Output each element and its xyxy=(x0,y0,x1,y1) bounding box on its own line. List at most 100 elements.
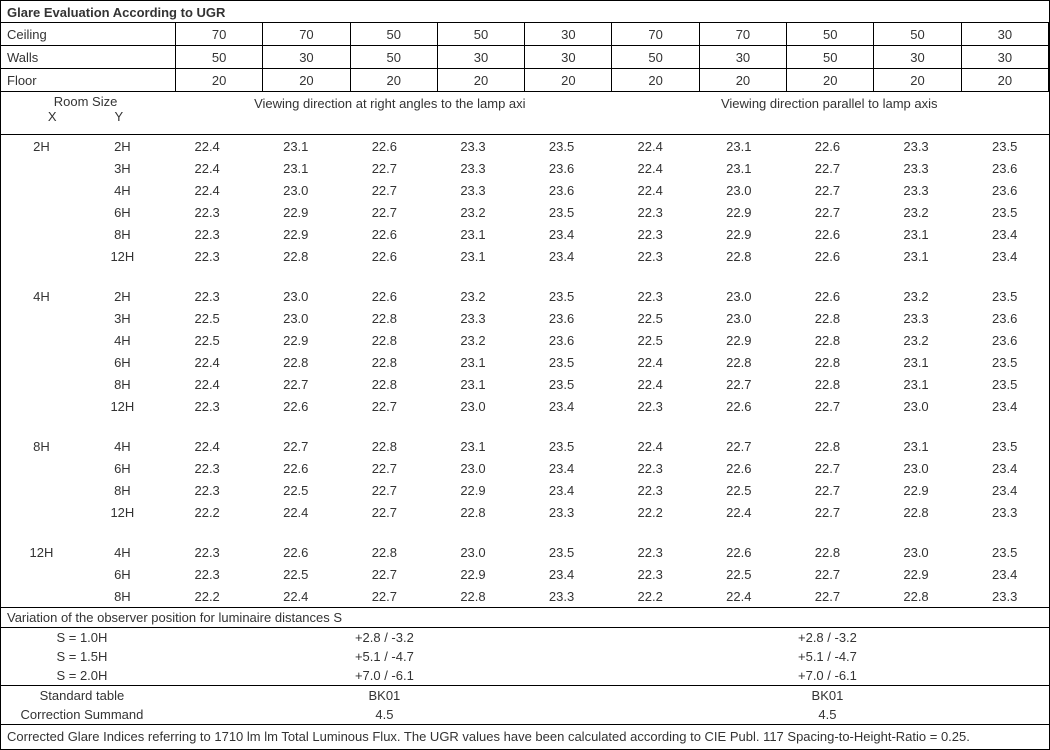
value-cell: 22.7 xyxy=(340,157,429,179)
value-cell: 23.5 xyxy=(517,373,606,395)
value-cell: 22.3 xyxy=(163,563,252,585)
variation-right: +7.0 / -6.1 xyxy=(606,666,1049,685)
value-cell: 22.4 xyxy=(251,585,340,607)
value-cell: 23.0 xyxy=(872,541,961,563)
value-cell: 23.3 xyxy=(960,585,1049,607)
value-cell: 23.1 xyxy=(429,351,518,373)
value-cell: 23.4 xyxy=(960,223,1049,245)
value-cell: 23.4 xyxy=(960,563,1049,585)
value-cell: 23.2 xyxy=(872,201,961,223)
table-row: 8H22.322.922.623.123.422.322.922.623.123… xyxy=(1,223,1049,245)
value-cell: 22.4 xyxy=(163,179,252,201)
value-cell: 22.4 xyxy=(695,585,784,607)
y-cell: 3H xyxy=(82,307,163,329)
value-cell: 23.3 xyxy=(872,307,961,329)
variation-left: +7.0 / -6.1 xyxy=(163,666,606,685)
x-cell xyxy=(1,457,82,479)
y-cell: 6H xyxy=(82,563,163,585)
y-cell: 6H xyxy=(82,351,163,373)
value-cell: 23.3 xyxy=(429,135,518,157)
variation-label: S = 1.5H xyxy=(1,647,163,666)
value-cell: 23.1 xyxy=(872,245,961,267)
value-cell: 22.6 xyxy=(340,245,429,267)
value-cell: 23.6 xyxy=(517,307,606,329)
value-cell: 22.3 xyxy=(163,201,252,223)
value-cell: 22.6 xyxy=(340,135,429,157)
table-row: 12H22.222.422.722.823.322.222.422.722.82… xyxy=(1,501,1049,523)
table-row: 12H22.322.822.623.123.422.322.822.623.12… xyxy=(1,245,1049,267)
value-cell: 22.7 xyxy=(340,457,429,479)
table-row: 8H4H22.422.722.823.123.522.422.722.823.1… xyxy=(1,435,1049,457)
value-cell: 23.6 xyxy=(960,329,1049,351)
value-cell: 23.4 xyxy=(517,395,606,417)
column-group-header: Room Size X Y Viewing direction at right… xyxy=(1,92,1049,135)
standard-label: Correction Summand xyxy=(1,705,163,724)
value-cell: 23.5 xyxy=(517,435,606,457)
value-cell: 22.6 xyxy=(251,541,340,563)
value-cell: 23.6 xyxy=(960,307,1049,329)
y-cell: 8H xyxy=(82,223,163,245)
value-cell: 22.2 xyxy=(163,501,252,523)
value-cell: 23.3 xyxy=(872,157,961,179)
y-cell: 8H xyxy=(82,373,163,395)
variation-title: Variation of the observer position for l… xyxy=(1,607,1049,628)
reflectance-value: 50 xyxy=(437,23,524,46)
value-cell: 22.4 xyxy=(251,501,340,523)
x-cell xyxy=(1,501,82,523)
value-cell: 22.3 xyxy=(606,395,695,417)
value-cell: 23.5 xyxy=(960,135,1049,157)
standard-left: BK01 xyxy=(163,686,606,706)
y-header: Y xyxy=(114,109,123,124)
reflectance-value: 70 xyxy=(699,23,786,46)
x-cell: 8H xyxy=(1,435,82,457)
variation-row: S = 1.0H+2.8 / -3.2+2.8 / -3.2 xyxy=(1,628,1049,647)
x-cell xyxy=(1,563,82,585)
value-cell: 23.5 xyxy=(960,541,1049,563)
table-row: 4H2H22.323.022.623.223.522.323.022.623.2… xyxy=(1,285,1049,307)
value-cell: 22.6 xyxy=(783,285,872,307)
x-cell xyxy=(1,223,82,245)
x-cell: 4H xyxy=(1,285,82,307)
reflectance-value: 30 xyxy=(525,46,612,69)
y-cell: 12H xyxy=(82,501,163,523)
value-cell: 23.3 xyxy=(429,157,518,179)
variation-label: S = 2.0H xyxy=(1,666,163,685)
value-cell: 22.3 xyxy=(163,285,252,307)
right-view-header: Viewing direction parallel to lamp axis xyxy=(610,92,1049,135)
value-cell: 23.3 xyxy=(517,585,606,607)
value-cell: 23.6 xyxy=(960,157,1049,179)
value-cell: 22.9 xyxy=(251,223,340,245)
left-view-header: Viewing direction at right angles to the… xyxy=(170,92,609,135)
value-cell: 22.7 xyxy=(340,479,429,501)
value-cell: 23.3 xyxy=(872,135,961,157)
value-cell: 22.4 xyxy=(163,373,252,395)
value-cell: 23.1 xyxy=(872,351,961,373)
table-row: 2H2H22.423.122.623.323.522.423.122.623.3… xyxy=(1,135,1049,157)
value-cell: 23.0 xyxy=(251,179,340,201)
ugr-data-table: 2H2H22.423.122.623.323.522.423.122.623.3… xyxy=(1,135,1049,607)
y-cell: 8H xyxy=(82,585,163,607)
value-cell: 22.6 xyxy=(251,457,340,479)
x-cell xyxy=(1,245,82,267)
value-cell: 23.0 xyxy=(695,179,784,201)
y-cell: 4H xyxy=(82,179,163,201)
x-cell: 12H xyxy=(1,541,82,563)
value-cell: 22.7 xyxy=(340,501,429,523)
x-cell xyxy=(1,585,82,607)
value-cell: 23.4 xyxy=(517,563,606,585)
y-cell: 12H xyxy=(82,395,163,417)
reflectance-value: 30 xyxy=(961,46,1048,69)
reflectance-value: 50 xyxy=(787,46,874,69)
value-cell: 23.3 xyxy=(872,179,961,201)
value-cell: 22.7 xyxy=(783,201,872,223)
value-cell: 23.1 xyxy=(251,157,340,179)
x-cell xyxy=(1,479,82,501)
value-cell: 22.4 xyxy=(163,157,252,179)
value-cell: 22.9 xyxy=(695,329,784,351)
value-cell: 22.2 xyxy=(163,585,252,607)
value-cell: 23.5 xyxy=(960,435,1049,457)
value-cell: 23.2 xyxy=(872,329,961,351)
value-cell: 23.3 xyxy=(429,179,518,201)
value-cell: 22.4 xyxy=(163,351,252,373)
x-cell xyxy=(1,351,82,373)
